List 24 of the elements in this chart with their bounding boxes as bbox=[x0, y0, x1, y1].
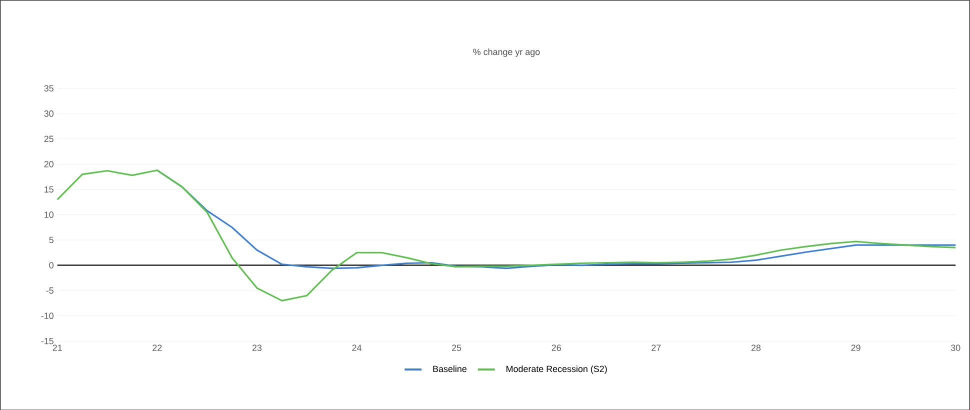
x-tick-label: 22 bbox=[152, 344, 162, 351]
x-tick-label: 29 bbox=[851, 344, 860, 351]
x-tick-label: 25 bbox=[452, 344, 462, 351]
y-tick-label: 30 bbox=[44, 110, 54, 117]
y-tick-label: -5 bbox=[46, 287, 54, 294]
y-tick-label: 25 bbox=[44, 135, 54, 142]
x-tick-label: 30 bbox=[950, 344, 960, 351]
legend-label: Moderate Recession (S2) bbox=[506, 365, 607, 374]
y-tick-label: 10 bbox=[44, 211, 54, 218]
y-tick-label: 0 bbox=[49, 262, 54, 268]
y-tick-label: 5 bbox=[49, 236, 54, 243]
y-tick-label: 35 bbox=[44, 84, 54, 92]
x-tick-label: 24 bbox=[352, 344, 362, 351]
x-tick-label: 27 bbox=[652, 344, 661, 351]
chart-title: % change yr ago bbox=[473, 48, 540, 57]
legend-label: Baseline bbox=[433, 365, 466, 372]
y-tick-label: -10 bbox=[41, 312, 54, 319]
x-tick-label: 26 bbox=[552, 344, 561, 351]
y-tick-label: 15 bbox=[44, 186, 54, 192]
y-tick-label: -15 bbox=[41, 338, 54, 344]
x-tick-label: 21 bbox=[52, 344, 62, 351]
y-tick-label: 20 bbox=[44, 160, 54, 168]
x-tick-label: 28 bbox=[751, 344, 761, 351]
x-tick-label: 23 bbox=[252, 344, 262, 351]
